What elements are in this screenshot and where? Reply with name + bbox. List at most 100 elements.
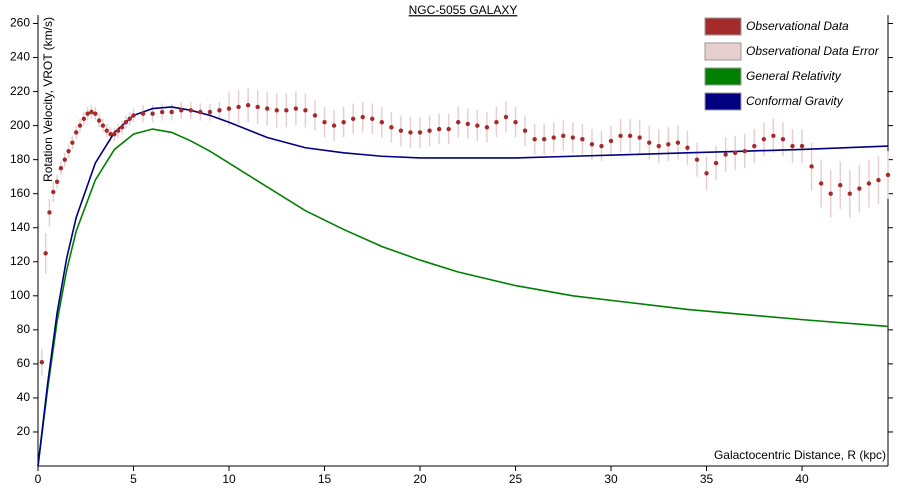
data-point [713, 160, 719, 166]
data-point [551, 135, 556, 140]
data-point [599, 143, 604, 149]
legend-swatch [704, 67, 742, 86]
data-point [58, 165, 64, 171]
y-tick-label: 20 [17, 424, 31, 438]
data-point [818, 181, 824, 186]
data-point [188, 108, 194, 113]
data-point [245, 103, 251, 108]
y-tick-label: 40 [17, 390, 31, 404]
x-tick-label: 20 [413, 472, 427, 486]
data-point [284, 108, 289, 113]
data-point [647, 140, 652, 145]
data-point [532, 137, 537, 142]
data-point [465, 121, 470, 127]
x-tick-label: 0 [35, 472, 42, 486]
x-tick-label: 10 [222, 472, 236, 486]
x-tick-label: 30 [604, 472, 618, 486]
data-point [350, 116, 356, 122]
data-point [608, 138, 614, 144]
data-point [62, 157, 67, 162]
data-point [876, 177, 881, 183]
data-point [293, 106, 299, 111]
data-point [704, 171, 709, 176]
data-point [265, 106, 270, 111]
data-point [780, 137, 786, 142]
data-point [119, 125, 125, 130]
y-tick-label: 120 [10, 254, 30, 268]
data-point [761, 137, 767, 142]
data-point [723, 152, 728, 157]
data-point [494, 120, 499, 125]
data-point [828, 191, 833, 196]
data-point [675, 140, 681, 145]
data-point [341, 120, 346, 125]
data-point [93, 111, 98, 116]
data-point [104, 128, 109, 133]
data-point [66, 148, 71, 154]
y-tick-label: 240 [10, 50, 30, 64]
data-point [77, 123, 83, 128]
data-point [108, 131, 113, 137]
data-point [866, 181, 872, 186]
y-tick-label: 180 [10, 152, 30, 166]
data-point [799, 143, 805, 149]
y-tick-label: 200 [10, 118, 30, 132]
x-tick-label: 40 [795, 472, 809, 486]
data-point [742, 148, 747, 154]
data-point [618, 133, 623, 139]
data-point [436, 126, 442, 132]
data-point [312, 113, 318, 118]
chart-title: NGC-5055 GALAXY [409, 3, 518, 17]
data-point [752, 143, 757, 149]
data-point [522, 128, 528, 133]
data-point [503, 114, 509, 120]
data-point [771, 133, 776, 139]
data-point [179, 108, 184, 113]
data-point [81, 116, 87, 122]
data-point [207, 109, 213, 115]
curve [37, 128, 889, 467]
x-axis-label: Galactocentric Distance, R (kpc) [714, 448, 886, 462]
legend-swatch [704, 92, 742, 111]
x-tick-label: 25 [509, 472, 523, 486]
data-point [169, 109, 174, 115]
y-tick-label: 260 [10, 16, 30, 30]
data-point [541, 137, 547, 142]
data-point [580, 137, 585, 142]
data-point [475, 123, 480, 128]
data-point [303, 108, 308, 113]
data-point [131, 113, 136, 118]
data-point [370, 116, 375, 122]
data-point [379, 120, 385, 125]
data-point [54, 179, 60, 184]
data-point [112, 131, 117, 137]
y-tick-label: 80 [17, 322, 31, 336]
curve [37, 106, 889, 467]
data-point [694, 157, 700, 162]
data-point [217, 108, 222, 113]
data-point [790, 143, 795, 149]
data-point [417, 130, 423, 135]
data-point [666, 142, 671, 147]
data-point [446, 126, 451, 132]
legend-swatch [704, 42, 742, 61]
data-point [89, 109, 94, 115]
data-point [408, 130, 413, 135]
data-point [116, 128, 121, 133]
y-tick-label: 160 [10, 186, 30, 200]
y-tick-label: 60 [17, 356, 31, 370]
data-point [150, 111, 155, 116]
data-point [427, 128, 432, 133]
data-point [74, 130, 79, 135]
legend-label: Conformal Gravity [746, 94, 844, 108]
data-point [809, 164, 814, 169]
data-point [236, 104, 241, 110]
data-point [398, 128, 404, 133]
data-point [732, 150, 738, 156]
y-tick-label: 100 [10, 288, 30, 302]
data-point [456, 120, 461, 125]
data-point [389, 125, 394, 130]
data-point [85, 111, 90, 116]
data-point [322, 120, 327, 125]
